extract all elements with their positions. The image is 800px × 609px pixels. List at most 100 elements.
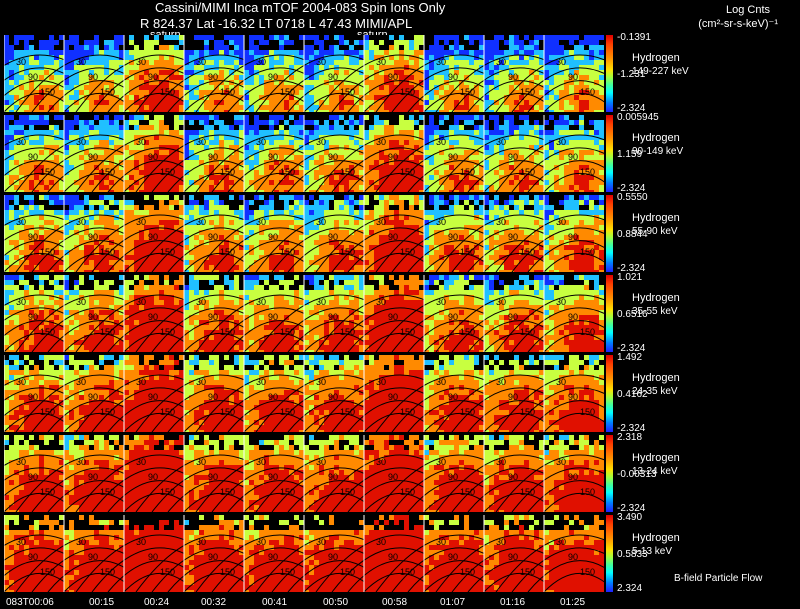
contour-label: 90 [568, 72, 578, 82]
contour-label: 150 [220, 407, 235, 417]
contour-label: 150 [280, 327, 295, 337]
energy-row-heatmap: 3090150309015030901503090150309015030901… [4, 115, 604, 192]
colorbar-mid-tick: -0.00313 [617, 469, 657, 480]
sky-map-panel: 30 90 150 [195, 355, 365, 432]
pitch-angle-contour [527, 560, 604, 592]
colorbar [606, 515, 613, 592]
contour-label: 150 [40, 407, 55, 417]
contour-label: 90 [448, 72, 458, 82]
contour-label: 90 [28, 312, 38, 322]
contour-label: 90 [28, 72, 38, 82]
time-tick-label: 00:32 [201, 597, 227, 608]
contour-label: 90 [208, 552, 218, 562]
contour-label: 150 [160, 247, 175, 257]
contour-label: 90 [328, 232, 338, 242]
contour-label: 90 [448, 152, 458, 162]
contour-label: 150 [520, 327, 535, 337]
contour-label: 30 [256, 217, 266, 227]
contour-label: 30 [316, 457, 326, 467]
contour-label: 30 [316, 377, 326, 387]
species-label: Hydrogen [632, 452, 680, 464]
colorbar [606, 195, 613, 272]
colorbar [606, 115, 613, 192]
contour-label: 90 [148, 152, 158, 162]
pitch-angle-contour [495, 214, 604, 272]
contour-label: 30 [76, 217, 86, 227]
contour-label: 150 [580, 247, 595, 257]
contour-label: 150 [280, 247, 295, 257]
contour-label: 150 [280, 87, 295, 97]
contour-label: 150 [400, 327, 415, 337]
colorbar-min-tick: -2.324 [617, 343, 646, 354]
time-tick-label: 00:58 [382, 597, 408, 608]
contour-label: 90 [508, 472, 518, 482]
chart-title: Cassini/MIMI Inca mTOF 2004-083 Spin Ion… [155, 0, 446, 15]
contour-label: 150 [40, 87, 55, 97]
colorbar-mid-tick: 0.6516 [617, 309, 648, 320]
contour-label: 30 [556, 537, 566, 547]
contour-label: 150 [520, 487, 535, 497]
pitch-angle-contour [527, 80, 604, 112]
contour-label: 30 [76, 137, 86, 147]
contour-label: 90 [448, 472, 458, 482]
contour-label: 90 [448, 312, 458, 322]
contour-label: 150 [220, 327, 235, 337]
energy-row-heatmap: 3090150309015030901503090150309015030901… [4, 275, 604, 352]
pitch-angle-contour [527, 400, 604, 432]
pitch-angle-contour [527, 480, 604, 512]
contour-label: 150 [160, 407, 175, 417]
contour-label: 30 [436, 457, 446, 467]
pitch-angle-contour [543, 172, 604, 192]
contour-label: 150 [40, 487, 55, 497]
orbit-info: R 824.37 Lat -16.32 LT 0718 L 47.43 MIMI… [140, 16, 413, 31]
contour-label: 150 [220, 487, 235, 497]
contour-label: 150 [400, 407, 415, 417]
contour-label: 90 [268, 392, 278, 402]
contour-label: 30 [136, 217, 146, 227]
time-tick-label: 00:24 [144, 597, 170, 608]
contour-label: 90 [448, 552, 458, 562]
energy-range-label: 13-24 keV [632, 466, 678, 477]
colorbar-min-tick: -2.324 [617, 503, 646, 514]
contour-label: 90 [268, 312, 278, 322]
contour-label: 150 [340, 247, 355, 257]
contour-label: 90 [388, 392, 398, 402]
contour-label: 90 [448, 392, 458, 402]
contour-label: 30 [496, 457, 506, 467]
contour-label: 90 [448, 232, 458, 242]
contour-label: 150 [580, 87, 595, 97]
contour-label: 150 [400, 87, 415, 97]
time-tick-label: 00:15 [89, 597, 115, 608]
contour-label: 150 [100, 407, 115, 417]
contour-label: 30 [136, 377, 146, 387]
contour-label: 90 [568, 392, 578, 402]
pitch-angle-contour [511, 387, 604, 432]
contour-label: 90 [568, 552, 578, 562]
contour-label: 150 [400, 167, 415, 177]
pitch-angle-contour [543, 92, 604, 112]
pitch-angle-contour [527, 320, 604, 352]
pitch-angle-contour [511, 67, 604, 112]
contour-label: 90 [208, 232, 218, 242]
contour-label: 90 [328, 312, 338, 322]
colorbar-max-tick: 0.005945 [617, 112, 659, 123]
contour-label: 30 [196, 457, 206, 467]
contour-label: 150 [340, 487, 355, 497]
contour-label: 30 [436, 57, 446, 67]
energy-range-label: 5-13 keV [632, 546, 673, 557]
contour-label: 150 [160, 327, 175, 337]
contour-label: 30 [196, 297, 206, 307]
contour-label: 150 [460, 87, 475, 97]
colorbar-min-tick: -2.324 [617, 263, 646, 274]
pitch-angle-contour [495, 374, 604, 432]
